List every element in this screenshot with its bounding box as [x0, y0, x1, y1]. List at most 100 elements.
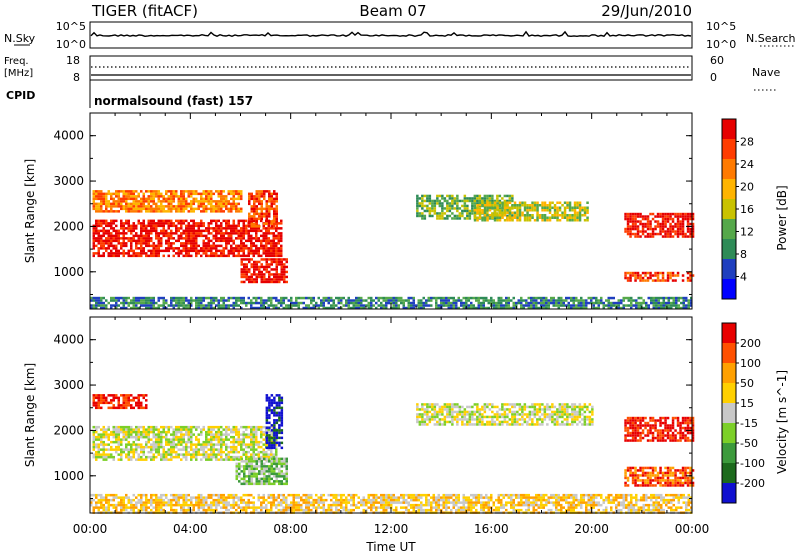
nave-tick-top: 60	[710, 54, 724, 67]
freq-label-line2: [MHz]	[4, 68, 33, 79]
power-colorbar-swatch	[722, 279, 736, 300]
velocity-data-layer	[90, 394, 695, 514]
time-tick-label: 08:00	[273, 522, 308, 536]
time-tick-label: 16:00	[474, 522, 509, 536]
velocity-colorbar-tick: -15	[740, 417, 758, 430]
power-colorbar-swatch	[722, 199, 736, 220]
time-tick-label: 00:00	[675, 522, 710, 536]
power-colorbar-swatch	[722, 259, 736, 280]
velocity-region	[624, 416, 695, 442]
power-colorbar-tick: 12	[740, 226, 754, 239]
nsky-tick-top: 10^5	[56, 20, 86, 33]
cpid-label: CPID	[6, 89, 35, 102]
freq-panel: Freq. [MHz] 18 8 60 0 Nave	[4, 54, 780, 91]
power-ylabel: Slant Range [km]	[23, 159, 37, 263]
velocity-colorbar-swatch	[722, 443, 736, 464]
velocity-region	[624, 466, 695, 487]
velocity-colorbar-swatch	[722, 363, 736, 384]
power-ytick-label: 4000	[53, 129, 84, 143]
time-tick-label: 12:00	[374, 522, 409, 536]
nave-tick-bottom: 0	[710, 71, 717, 84]
power-data-layer	[90, 190, 695, 310]
power-region	[92, 219, 283, 258]
nsky-panel: N.Sky 10^5 10^0 10^5 10^0 N.Search	[4, 20, 796, 51]
nsky-trace	[90, 30, 692, 38]
time-tick-label: 00:00	[73, 522, 108, 536]
time-tick-label: 20:00	[574, 522, 609, 536]
velocity-region	[92, 425, 278, 461]
velocity-region	[90, 493, 693, 514]
nsearch-label: N.Search	[746, 32, 796, 45]
power-colorbar-tick: 20	[740, 181, 754, 194]
time-x-axis: 00:00 04:00 08:00 12:00 16:00 20:00 00:00	[73, 522, 710, 536]
velocity-colorbar-tick: -200	[740, 477, 765, 490]
power-region	[624, 212, 695, 238]
time-tick-label: 04:00	[173, 522, 208, 536]
velocity-ytick-label: 1000	[53, 469, 84, 483]
power-colorbar-swatch	[722, 139, 736, 160]
velocity-colorbar-swatch	[722, 483, 736, 504]
power-region	[90, 296, 693, 310]
power-region	[92, 190, 243, 213]
power-region	[624, 271, 695, 282]
nsky-label: N.Sky	[4, 32, 36, 45]
nsearch-tick-bottom: 10^0	[706, 38, 736, 51]
power-colorbar-tick: 4	[740, 271, 747, 284]
freq-tick-top: 18	[66, 54, 80, 67]
velocity-colorbar: 200 100 50 15 -15 -50 -100 -200	[721, 322, 765, 504]
velocity-colorbar-label: Velocity [m s^-1]	[775, 370, 789, 474]
velocity-ytick-label: 4000	[53, 333, 84, 347]
velocity-ylabel: Slant Range [km]	[23, 363, 37, 467]
velocity-colorbar-swatch	[722, 463, 736, 484]
power-colorbar-swatch	[722, 239, 736, 260]
cpid-text: normalsound (fast) 157	[94, 94, 253, 108]
time-xlabel: Time UT	[365, 540, 416, 554]
velocity-region	[416, 403, 594, 426]
velocity-ytick-label: 3000	[53, 378, 84, 392]
velocity-panel: 1000 2000 3000 4000 Slant Range [km] 200 100…	[23, 316, 789, 554]
power-ytick-label: 2000	[53, 219, 84, 233]
velocity-colorbar-swatch	[722, 383, 736, 404]
velocity-colorbar-tick: -100	[740, 457, 765, 470]
power-colorbar-tick: 16	[740, 203, 754, 216]
velocity-colorbar-tick: 50	[740, 377, 754, 390]
power-colorbar-swatch	[722, 119, 736, 140]
power-region	[473, 201, 589, 222]
power-ytick-label: 1000	[53, 265, 84, 279]
velocity-colorbar-swatch	[722, 403, 736, 424]
station-title: TIGER (fitACF)	[91, 2, 198, 20]
nave-label: Nave	[752, 66, 780, 79]
velocity-colorbar-tick: 15	[740, 397, 754, 410]
power-region	[248, 190, 278, 228]
freq-tick-bottom: 8	[73, 71, 80, 84]
velocity-ytick-label: 2000	[53, 423, 84, 437]
power-region	[240, 258, 288, 284]
power-colorbar-tick: 8	[740, 248, 747, 261]
velocity-colorbar-swatch	[722, 343, 736, 364]
power-colorbar-label: Power [dB]	[775, 185, 789, 250]
power-y-axis: 1000 2000 3000 4000	[53, 113, 693, 309]
velocity-colorbar-swatch	[722, 423, 736, 444]
cpid-panel: CPID normalsound (fast) 157	[6, 80, 253, 108]
power-colorbar-swatch	[722, 179, 736, 200]
power-colorbar: 4 8 12 16 20 24 28	[721, 118, 754, 300]
power-colorbar-swatch	[722, 159, 736, 180]
velocity-colorbar-tick: -50	[740, 437, 758, 450]
beam-title: Beam 07	[359, 2, 426, 20]
velocity-colorbar-tick: 100	[740, 357, 761, 370]
nsearch-tick-top: 10^5	[706, 20, 736, 33]
velocity-y-axis: 1000 2000 3000 4000	[53, 317, 693, 513]
date-title: 29/Jun/2010	[601, 2, 692, 20]
velocity-region	[92, 394, 148, 410]
velocity-region	[235, 457, 288, 486]
power-ytick-label: 3000	[53, 174, 84, 188]
velocity-colorbar-tick: 200	[740, 337, 761, 350]
power-panel: 1000 2000 3000 4000 Slant Range [km] 4 8 12 16…	[23, 112, 789, 310]
freq-label-line1: Freq.	[4, 56, 29, 67]
power-colorbar-tick: 28	[740, 136, 754, 149]
nsky-tick-bottom: 10^0	[56, 38, 86, 51]
velocity-region	[265, 394, 284, 450]
velocity-colorbar-swatch	[722, 323, 736, 344]
power-colorbar-tick: 24	[740, 158, 754, 171]
